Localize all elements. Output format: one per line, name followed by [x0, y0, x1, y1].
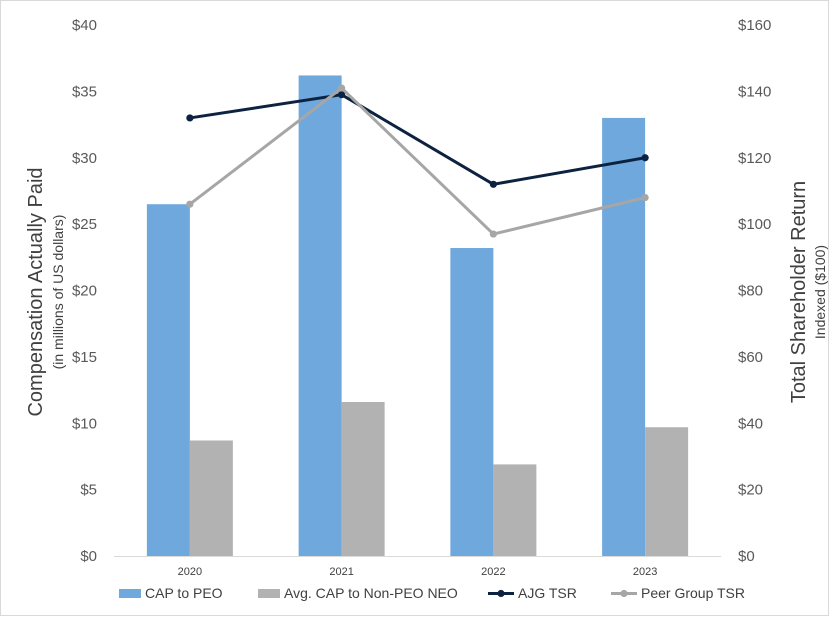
bar-cap-to-peo: [602, 117, 646, 557]
point-ajg-tsr: [186, 114, 194, 122]
line-peer-group-tsr: [188, 86, 646, 236]
right-tick-label: $0: [738, 548, 755, 565]
legend-swatch-cap-to-peo: [119, 589, 141, 598]
category-label: 2023: [633, 566, 657, 578]
right-tick-label: $140: [738, 83, 771, 100]
point-peer-group-tsr: [338, 84, 346, 92]
bar-avg-cap-to-non-peo-neo: [493, 464, 537, 556]
bar-cap-to-peo: [450, 248, 494, 556]
legend-label-ajg-tsr: AJG TSR: [518, 585, 577, 601]
point-ajg-tsr: [641, 154, 649, 162]
left-tick-label: $25: [72, 216, 97, 233]
left-tick-label: $35: [72, 83, 97, 100]
category-label: 2020: [178, 566, 202, 578]
left-tick-label: $20: [72, 283, 97, 300]
left-y-axis: $0 $5 $10 $15 $20 $25 $30 $35 $40: [72, 17, 97, 565]
point-ajg-tsr: [338, 91, 346, 99]
legend-marker-ajg-tsr: [497, 589, 505, 598]
left-tick-label: $5: [80, 482, 97, 499]
point-peer-group-tsr: [186, 200, 194, 208]
bar-cap-to-peo: [298, 75, 342, 556]
right-axis-subtitle: Indexed ($100): [812, 245, 828, 339]
bar-avg-cap-to-non-peo-neo: [341, 402, 385, 556]
legend-label-peer-group-tsr: Peer Group TSR: [641, 585, 745, 601]
point-ajg-tsr: [489, 180, 497, 188]
right-y-axis: $0 $20 $40 $60 $80 $100 $120 $140 $160: [738, 17, 771, 565]
bar-cap-to-peo: [146, 204, 190, 556]
category-label: 2022: [481, 566, 505, 578]
right-tick-label: $20: [738, 482, 763, 499]
right-tick-label: $120: [738, 150, 771, 167]
bar-avg-cap-to-non-peo-neo: [189, 440, 233, 556]
legend-label-cap-to-peo: CAP to PEO: [145, 585, 223, 601]
legend: CAP to PEO Avg. CAP to Non-PEO NEO AJG TSR…: [119, 585, 745, 601]
left-tick-label: $30: [72, 150, 97, 167]
legend-label-avg-cap-to-non-peo-neo: Avg. CAP to Non-PEO NEO: [284, 585, 458, 601]
left-tick-label: $10: [72, 415, 97, 432]
category-label: 2021: [329, 566, 353, 578]
right-tick-label: $160: [738, 17, 771, 34]
left-tick-label: $0: [80, 548, 97, 565]
bar-avg-cap-to-non-peo-neo: [645, 427, 689, 556]
right-axis-title: Total Shareholder Return: [788, 181, 810, 403]
right-tick-label: $80: [738, 283, 763, 300]
right-tick-label: $100: [738, 216, 771, 233]
left-tick-label: $40: [72, 17, 97, 34]
left-axis-title: Compensation Actually Paid: [25, 167, 47, 416]
point-peer-group-tsr: [489, 230, 497, 238]
right-tick-label: $60: [738, 349, 763, 366]
left-tick-label: $15: [72, 349, 97, 366]
point-peer-group-tsr: [641, 193, 649, 202]
left-axis-subtitle: (in millions of US dollars): [50, 215, 66, 370]
line-ajg-tsr: [189, 93, 646, 186]
legend-swatch-avg-cap-to-non-peo-neo: [258, 589, 280, 598]
x-axis: 2020 2021 2022 2023: [114, 556, 721, 578]
legend-marker-peer-group-tsr: [620, 589, 628, 598]
right-tick-label: $40: [738, 415, 763, 432]
plot-area: [146, 75, 689, 557]
